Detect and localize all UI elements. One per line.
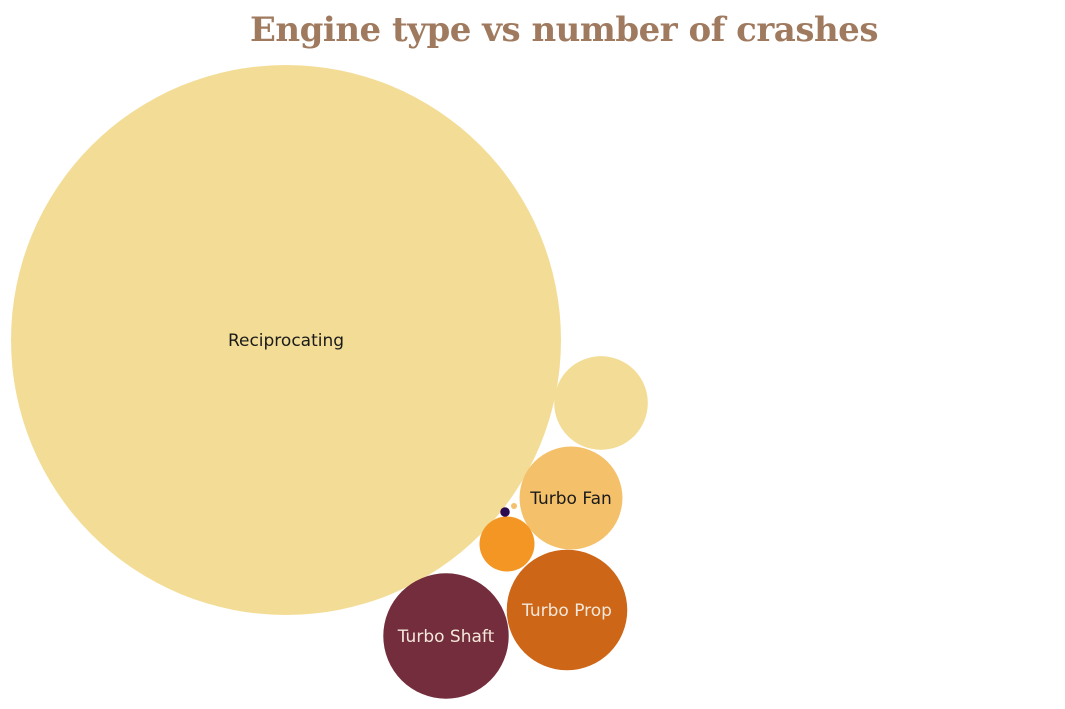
bubble-label: Turbo Shaft	[397, 627, 495, 647]
bubble-turbo-shaft[interactable]	[383, 573, 509, 699]
bubble-label: Turbo Fan	[529, 489, 612, 509]
bubble-unlabeled-7[interactable]	[511, 503, 517, 509]
bubble-reciprocating[interactable]	[11, 65, 561, 615]
bubble-label: Reciprocating	[228, 331, 344, 351]
bubble-unlabeled-1[interactable]	[554, 356, 648, 450]
bubble-unlabeled-6[interactable]	[500, 507, 510, 517]
chart-title: Engine type vs number of crashes	[250, 10, 878, 50]
bubble-turbo-fan[interactable]	[519, 446, 623, 550]
bubble-turbo-prop[interactable]	[506, 549, 628, 671]
bubble-label: Turbo Prop	[521, 601, 612, 621]
bubble-unlabeled-5[interactable]	[479, 516, 535, 572]
